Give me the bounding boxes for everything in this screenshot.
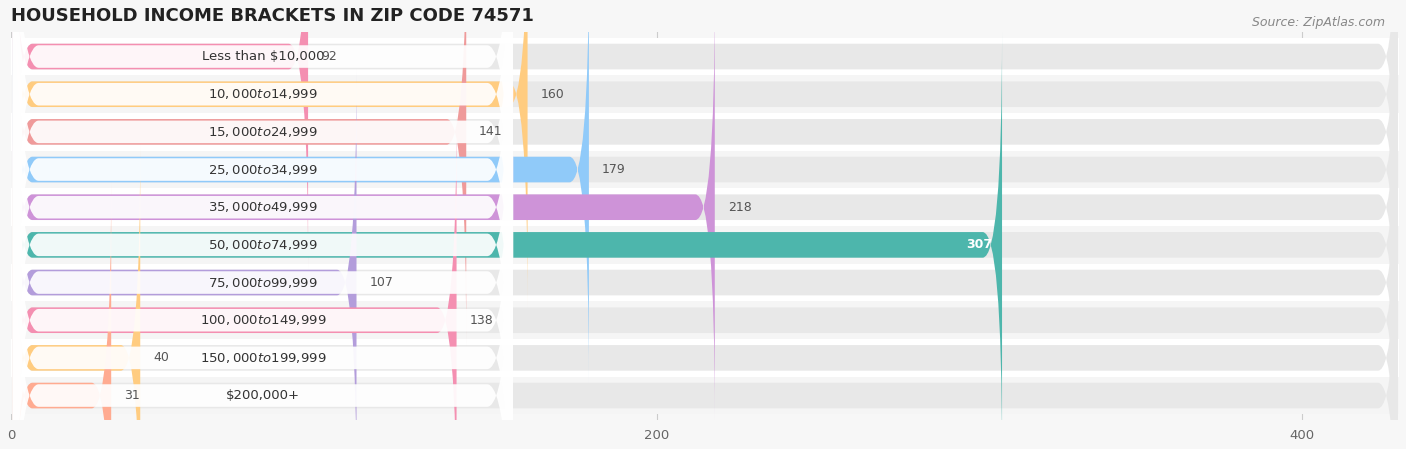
FancyBboxPatch shape — [13, 0, 589, 383]
FancyBboxPatch shape — [13, 69, 357, 449]
Text: $35,000 to $49,999: $35,000 to $49,999 — [208, 200, 318, 214]
FancyBboxPatch shape — [13, 0, 1398, 383]
Text: Less than $10,000: Less than $10,000 — [201, 50, 325, 63]
FancyBboxPatch shape — [13, 0, 513, 449]
FancyBboxPatch shape — [11, 151, 1399, 189]
Text: 307: 307 — [966, 238, 993, 251]
Text: 40: 40 — [153, 352, 169, 365]
Text: HOUSEHOLD INCOME BRACKETS IN ZIP CODE 74571: HOUSEHOLD INCOME BRACKETS IN ZIP CODE 74… — [11, 7, 534, 25]
FancyBboxPatch shape — [11, 226, 1399, 264]
FancyBboxPatch shape — [13, 0, 527, 308]
Text: 218: 218 — [728, 201, 751, 214]
Text: 31: 31 — [124, 389, 139, 402]
FancyBboxPatch shape — [13, 0, 467, 345]
FancyBboxPatch shape — [13, 0, 513, 449]
Text: 160: 160 — [540, 88, 564, 101]
FancyBboxPatch shape — [13, 182, 111, 449]
FancyBboxPatch shape — [13, 145, 141, 449]
Text: 138: 138 — [470, 314, 494, 327]
FancyBboxPatch shape — [13, 0, 513, 384]
Text: $25,000 to $34,999: $25,000 to $34,999 — [208, 163, 318, 176]
Text: 92: 92 — [321, 50, 337, 63]
FancyBboxPatch shape — [13, 32, 1398, 449]
Text: $15,000 to $24,999: $15,000 to $24,999 — [208, 125, 318, 139]
FancyBboxPatch shape — [11, 377, 1399, 414]
FancyBboxPatch shape — [13, 106, 513, 449]
Text: Source: ZipAtlas.com: Source: ZipAtlas.com — [1251, 16, 1385, 29]
FancyBboxPatch shape — [11, 113, 1399, 151]
Text: $50,000 to $74,999: $50,000 to $74,999 — [208, 238, 318, 252]
FancyBboxPatch shape — [13, 107, 457, 449]
FancyBboxPatch shape — [11, 301, 1399, 339]
Text: 179: 179 — [602, 163, 626, 176]
FancyBboxPatch shape — [11, 264, 1399, 301]
FancyBboxPatch shape — [13, 0, 1398, 270]
FancyBboxPatch shape — [13, 0, 1398, 345]
Text: $200,000+: $200,000+ — [226, 389, 299, 402]
FancyBboxPatch shape — [13, 0, 513, 347]
FancyBboxPatch shape — [13, 107, 1398, 449]
FancyBboxPatch shape — [13, 30, 513, 449]
Text: $100,000 to $149,999: $100,000 to $149,999 — [200, 313, 326, 327]
Text: $10,000 to $14,999: $10,000 to $14,999 — [208, 87, 318, 101]
Text: $150,000 to $199,999: $150,000 to $199,999 — [200, 351, 326, 365]
Text: $75,000 to $99,999: $75,000 to $99,999 — [208, 276, 318, 290]
FancyBboxPatch shape — [11, 189, 1399, 226]
FancyBboxPatch shape — [13, 68, 513, 449]
Text: 141: 141 — [479, 125, 503, 138]
FancyBboxPatch shape — [13, 0, 513, 449]
FancyBboxPatch shape — [13, 0, 714, 420]
FancyBboxPatch shape — [13, 32, 1002, 449]
FancyBboxPatch shape — [11, 339, 1399, 377]
FancyBboxPatch shape — [13, 69, 1398, 449]
FancyBboxPatch shape — [13, 0, 308, 270]
FancyBboxPatch shape — [13, 0, 1398, 308]
FancyBboxPatch shape — [13, 145, 1398, 449]
Text: 107: 107 — [370, 276, 394, 289]
FancyBboxPatch shape — [13, 182, 1398, 449]
FancyBboxPatch shape — [13, 0, 513, 422]
FancyBboxPatch shape — [13, 0, 1398, 420]
FancyBboxPatch shape — [11, 75, 1399, 113]
FancyBboxPatch shape — [11, 38, 1399, 75]
FancyBboxPatch shape — [13, 0, 513, 449]
